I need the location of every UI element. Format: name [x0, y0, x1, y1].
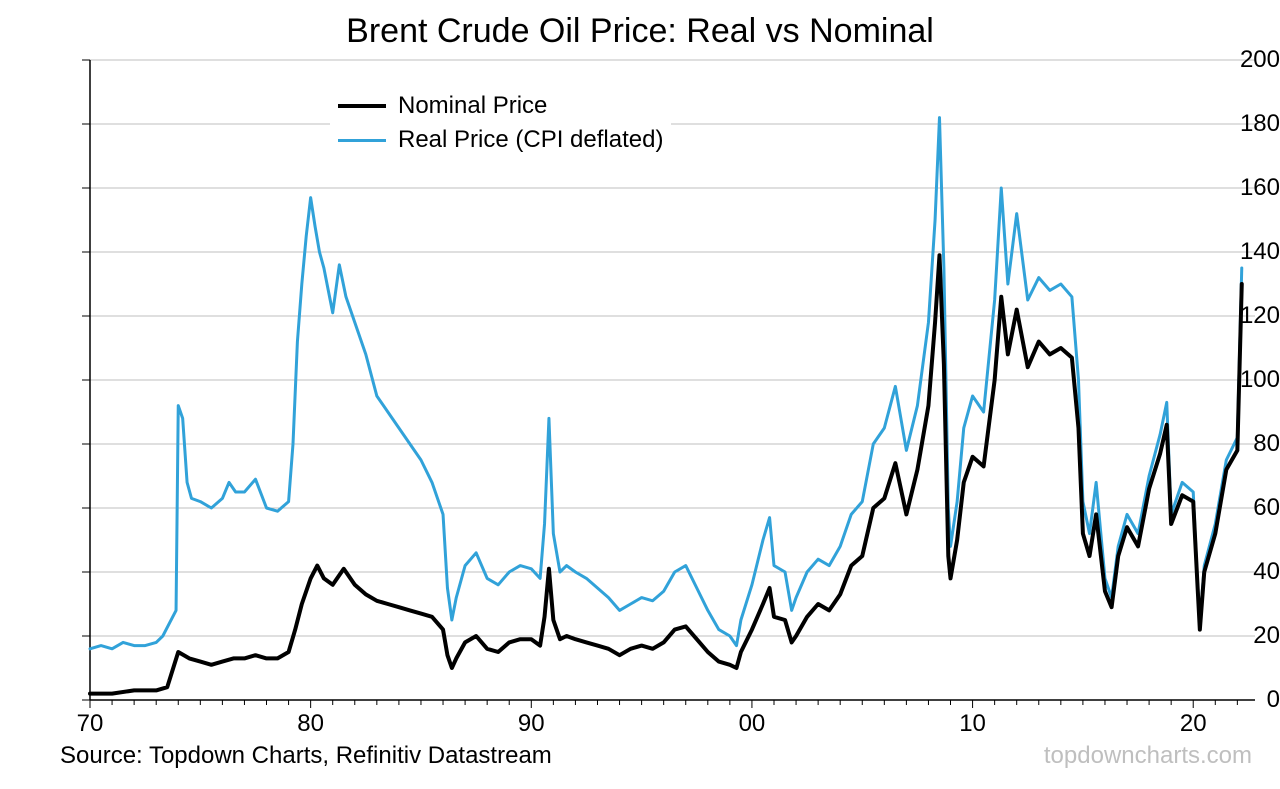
watermark-text: topdowncharts.com	[1044, 742, 1252, 770]
chart-title: Brent Crude Oil Price: Real vs Nominal	[0, 12, 1280, 51]
legend-label: Real Price (CPI deflated)	[398, 126, 663, 154]
y-tick-label: 120	[1204, 302, 1280, 330]
x-tick-label: 10	[959, 710, 986, 738]
y-tick-label: 180	[1204, 110, 1280, 138]
y-tick-label: 20	[1204, 622, 1280, 650]
y-tick-label: 80	[1204, 430, 1280, 458]
legend-item: Nominal Price	[338, 89, 663, 123]
y-tick-label: 140	[1204, 238, 1280, 266]
y-tick-label: 200	[1204, 46, 1280, 74]
y-tick-label: 100	[1204, 366, 1280, 394]
source-text: Source: Topdown Charts, Refinitiv Datast…	[60, 742, 552, 770]
chart-legend: Nominal Price Real Price (CPI deflated)	[330, 85, 671, 161]
chart-container: Brent Crude Oil Price: Real vs Nominal 0…	[0, 0, 1280, 789]
chart-svg	[90, 60, 1255, 700]
y-tick-label: 0	[1204, 686, 1280, 714]
series-line	[90, 255, 1242, 693]
legend-label: Nominal Price	[398, 92, 547, 120]
legend-swatch	[338, 139, 386, 142]
x-tick-label: 20	[1180, 710, 1207, 738]
x-tick-label: 80	[297, 710, 324, 738]
y-tick-label: 40	[1204, 558, 1280, 586]
legend-swatch	[338, 104, 386, 108]
series-line	[90, 118, 1242, 649]
x-tick-label: 00	[739, 710, 766, 738]
x-tick-label: 90	[518, 710, 545, 738]
legend-item: Real Price (CPI deflated)	[338, 123, 663, 157]
y-tick-label: 60	[1204, 494, 1280, 522]
y-tick-label: 160	[1204, 174, 1280, 202]
x-tick-label: 70	[77, 710, 104, 738]
